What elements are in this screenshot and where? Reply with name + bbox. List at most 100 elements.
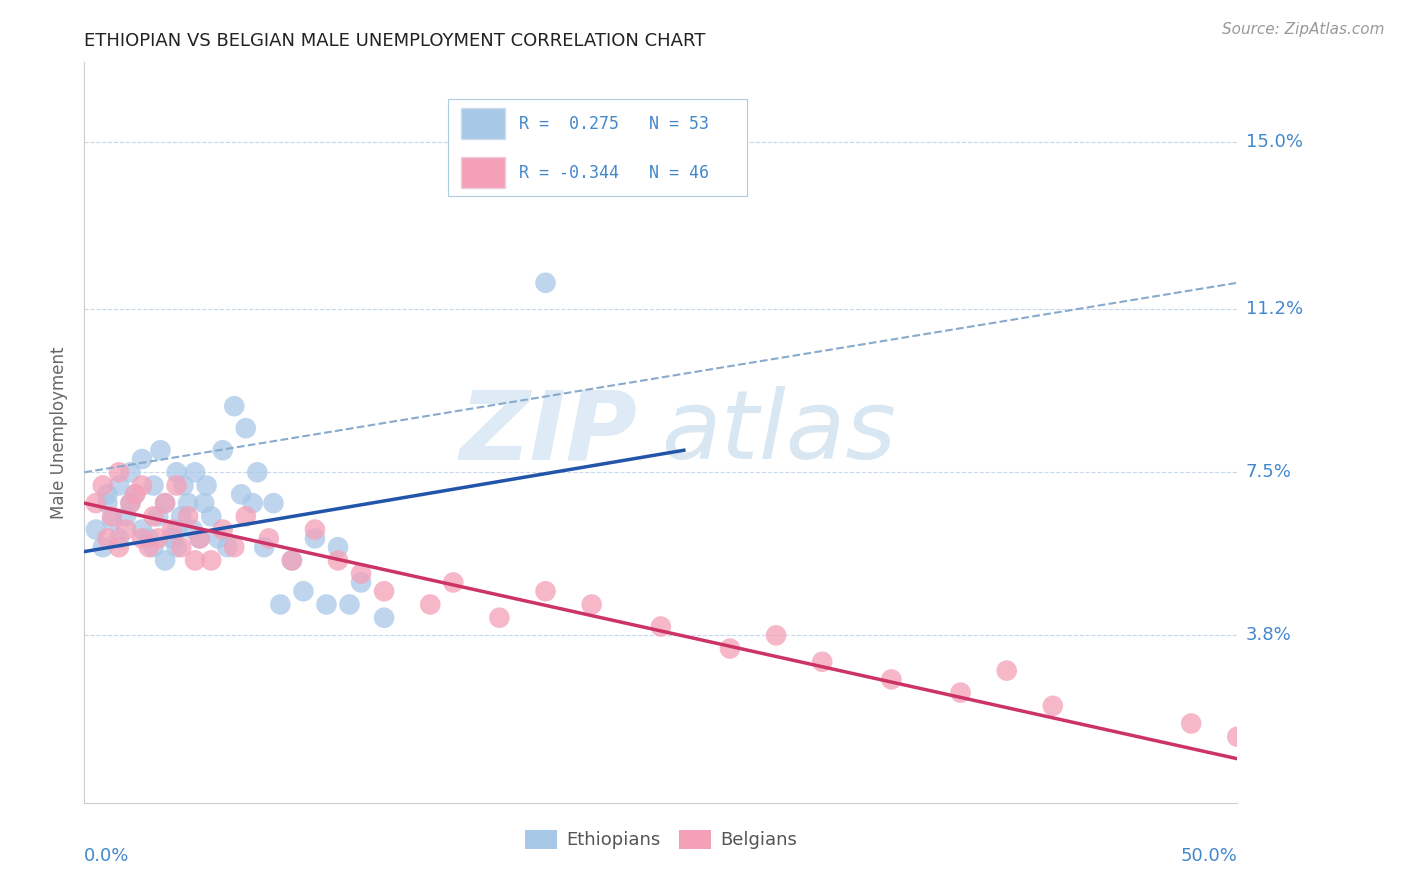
Point	[84, 523, 107, 537]
Point	[101, 509, 124, 524]
Point	[350, 566, 373, 581]
Point	[441, 575, 464, 590]
Point	[108, 540, 131, 554]
Point	[195, 478, 218, 492]
Point	[231, 487, 253, 501]
Point	[188, 532, 211, 546]
Point	[142, 478, 165, 492]
Point	[1180, 716, 1202, 731]
Point	[339, 598, 361, 612]
Point	[949, 685, 972, 699]
Point	[160, 523, 183, 537]
Point	[488, 610, 510, 624]
Point	[253, 540, 276, 554]
Point	[124, 487, 146, 501]
Point	[153, 496, 176, 510]
Text: 0.0%: 0.0%	[84, 847, 129, 865]
Point	[718, 641, 741, 656]
Text: Source: ZipAtlas.com: Source: ZipAtlas.com	[1222, 22, 1385, 37]
Point	[373, 610, 395, 624]
Point	[96, 496, 118, 510]
Point	[880, 673, 903, 687]
Point	[108, 532, 131, 546]
Point	[200, 509, 222, 524]
Text: ZIP: ZIP	[460, 386, 638, 479]
Point	[149, 443, 172, 458]
Text: 11.2%: 11.2%	[1246, 301, 1303, 318]
Point	[108, 478, 131, 492]
Point	[177, 509, 200, 524]
Point	[96, 532, 118, 546]
Point	[166, 478, 188, 492]
Point	[534, 584, 557, 599]
Point	[304, 532, 326, 546]
Point	[350, 575, 373, 590]
Point	[224, 399, 246, 413]
Point	[224, 540, 246, 554]
Point	[138, 540, 160, 554]
Point	[124, 487, 146, 501]
Point	[1042, 698, 1064, 713]
FancyBboxPatch shape	[447, 99, 748, 195]
Point	[166, 540, 188, 554]
Point	[120, 496, 142, 510]
Point	[142, 509, 165, 524]
Point	[811, 655, 834, 669]
Point	[170, 509, 193, 524]
Point	[235, 421, 257, 435]
Point	[188, 532, 211, 546]
Point	[131, 532, 153, 546]
Point	[146, 532, 169, 546]
Text: 15.0%: 15.0%	[1246, 133, 1302, 151]
Point	[131, 452, 153, 467]
Point	[281, 553, 304, 567]
Point	[101, 514, 124, 528]
Point	[108, 465, 131, 479]
Point	[120, 496, 142, 510]
Point	[146, 509, 169, 524]
Point	[184, 465, 207, 479]
Point	[242, 496, 264, 510]
Text: R = -0.344   N = 46: R = -0.344 N = 46	[519, 164, 709, 182]
Point	[91, 478, 114, 492]
Point	[173, 478, 195, 492]
Point	[153, 553, 176, 567]
Point	[211, 443, 233, 458]
Point	[326, 553, 349, 567]
Point	[765, 628, 787, 642]
Point	[166, 465, 188, 479]
Point	[269, 598, 291, 612]
Point	[115, 509, 138, 524]
Point	[246, 465, 269, 479]
Point	[184, 553, 207, 567]
FancyBboxPatch shape	[461, 108, 505, 139]
Point	[131, 523, 153, 537]
Point	[166, 523, 188, 537]
Text: atlas: atlas	[661, 386, 896, 479]
Point	[207, 532, 229, 546]
Point	[281, 553, 304, 567]
Legend: Ethiopians, Belgians: Ethiopians, Belgians	[517, 823, 804, 856]
Point	[91, 540, 114, 554]
Point	[177, 496, 200, 510]
Point	[235, 509, 257, 524]
Point	[534, 276, 557, 290]
Point	[200, 553, 222, 567]
Point	[1226, 730, 1249, 744]
Point	[581, 598, 603, 612]
Point	[650, 619, 672, 633]
FancyBboxPatch shape	[461, 157, 505, 188]
Point	[160, 532, 183, 546]
Point	[257, 532, 280, 546]
Point	[315, 598, 337, 612]
Text: 50.0%: 50.0%	[1181, 847, 1237, 865]
Point	[419, 598, 441, 612]
Point	[193, 496, 215, 510]
Point	[138, 532, 160, 546]
Point	[217, 540, 239, 554]
Point	[170, 540, 193, 554]
Y-axis label: Male Unemployment: Male Unemployment	[51, 346, 69, 519]
Point	[292, 584, 315, 599]
Point	[84, 496, 107, 510]
Point	[995, 664, 1018, 678]
